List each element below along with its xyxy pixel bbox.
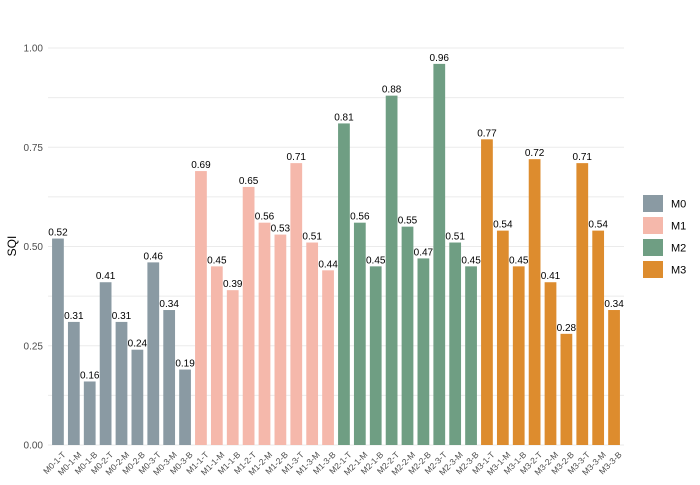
y-axis-ticks: 0.00 0.25 0.50 0.75 1.00 [24, 44, 44, 452]
bar-M3-2-B [560, 333, 573, 445]
value-label-M0-3-B: 0.19 [175, 359, 195, 370]
value-label-M2-2-B: 0.47 [414, 247, 434, 258]
value-label-M2-2-M: 0.55 [398, 216, 418, 227]
value-label-M0-2-T: 0.41 [96, 271, 116, 282]
bar-M3-3-B [608, 310, 620, 445]
value-label-M0-2-M: 0.31 [112, 311, 132, 322]
bar-M1-1-M [210, 266, 223, 445]
bar-M2-3-T [433, 63, 446, 445]
value-label-M1-3-T: 0.71 [287, 152, 307, 163]
bar-M0-1-B [83, 381, 96, 445]
bar-M0-2-M [115, 321, 128, 445]
value-labels: 0.52 0.31 0.16 0.41 0.31 0.24 0.46 0.34 0.19 0.69… [48, 53, 624, 382]
bar-M2-3-B [465, 266, 477, 445]
bar-M1-2-M [258, 222, 271, 445]
legend: M0 M1 M2 M3 [643, 195, 686, 278]
bar-M1-1-T [195, 171, 207, 445]
bar-M2-2-T [385, 95, 398, 445]
gridlines [48, 47, 624, 446]
value-label-M1-1-B: 0.39 [223, 279, 243, 290]
value-label-M1-1-M: 0.45 [207, 255, 227, 266]
y-tick-label: 0.50 [24, 242, 44, 253]
value-label-M2-3-B: 0.45 [461, 255, 481, 266]
value-label-M3-2-T: 0.72 [525, 148, 545, 159]
value-label-M3-2-M: 0.41 [541, 271, 561, 282]
legend-label-M2: M2 [671, 243, 686, 255]
bar-M2-1-M [353, 222, 366, 445]
bar-M0-2-B [131, 349, 144, 445]
x-axis-tick-labels: M0-1-TM0-1-MM0-1-BM0-2-TM0-2-MM0-2-BM0-3… [41, 449, 624, 477]
y-tick-label: 0.00 [24, 441, 44, 452]
value-label-M1-1-T: 0.69 [191, 160, 211, 171]
value-label-M3-1-M: 0.54 [493, 220, 513, 231]
y-tick-label: 0.25 [24, 341, 44, 352]
value-label-M1-2-T: 0.65 [239, 176, 259, 187]
y-tick-label: 1.00 [24, 44, 44, 55]
bar-M3-2-T [528, 159, 541, 445]
bar-M3-3-M [592, 230, 605, 445]
legend-swatch-M3 [643, 261, 663, 278]
bar-M1-2-B [274, 234, 287, 445]
bar-M2-3-M [449, 242, 462, 445]
value-label-M0-1-T: 0.52 [48, 228, 68, 239]
y-tick-label: 0.75 [24, 143, 44, 154]
bar-M2-2-B [417, 258, 430, 445]
value-label-M2-1-B: 0.45 [366, 255, 386, 266]
value-label-M1-2-B: 0.53 [271, 224, 291, 235]
bar-M1-3-M [306, 242, 319, 445]
value-label-M3-1-T: 0.77 [477, 128, 497, 139]
bar-M3-1-M [496, 230, 509, 445]
bar-M2-1-B [369, 266, 382, 445]
y-axis-label: SQI [5, 236, 19, 257]
value-label-M0-1-M: 0.31 [64, 311, 84, 322]
legend-swatch-M0 [643, 195, 663, 212]
bar-M0-3-B [179, 369, 191, 445]
value-label-M3-3-T: 0.71 [573, 152, 593, 163]
legend-swatch-M1 [643, 217, 663, 234]
value-label-M2-1-M: 0.56 [350, 212, 370, 223]
bar-M0-2-T [99, 282, 112, 445]
value-label-M2-3-M: 0.51 [445, 232, 465, 243]
value-label-M2-3-T: 0.96 [430, 53, 450, 64]
bar-M1-1-B [226, 290, 239, 445]
bar-M1-2-T [242, 186, 255, 445]
value-label-M2-2-T: 0.88 [382, 85, 402, 96]
legend-label-M3: M3 [671, 265, 686, 277]
value-label-M3-1-B: 0.45 [509, 255, 529, 266]
bar-M0-1-M [67, 321, 80, 445]
legend-label-M1: M1 [671, 221, 686, 233]
bar-M2-1-T [338, 123, 350, 446]
bars [52, 63, 620, 446]
bar-M0-3-T [147, 262, 160, 445]
value-label-M0-1-B: 0.16 [80, 370, 100, 381]
bar-M3-1-T [481, 139, 493, 445]
bar-M1-3-B [322, 270, 334, 445]
value-label-M3-3-B: 0.34 [604, 299, 624, 310]
value-label-M1-3-B: 0.44 [318, 259, 338, 270]
value-label-M0-3-T: 0.46 [144, 251, 164, 262]
value-label-M1-3-M: 0.51 [302, 232, 322, 243]
bar-M3-1-B [512, 266, 525, 445]
value-label-M0-3-M: 0.34 [159, 299, 179, 310]
value-label-M2-1-T: 0.81 [334, 112, 354, 123]
bar-M3-3-T [576, 163, 589, 445]
bar-M2-2-M [401, 226, 414, 445]
value-label-M0-2-B: 0.24 [128, 339, 148, 350]
bar-M1-3-T [290, 163, 303, 445]
bar-M0-1-T [52, 238, 64, 445]
value-label-M3-3-M: 0.54 [588, 220, 608, 231]
value-label-M1-2-M: 0.56 [255, 212, 275, 223]
bar-M0-3-M [163, 310, 176, 445]
legend-label-M0: M0 [671, 199, 686, 211]
legend-swatch-M2 [643, 239, 663, 256]
value-label-M3-2-B: 0.28 [557, 323, 577, 334]
bar-M3-2-M [544, 282, 557, 445]
